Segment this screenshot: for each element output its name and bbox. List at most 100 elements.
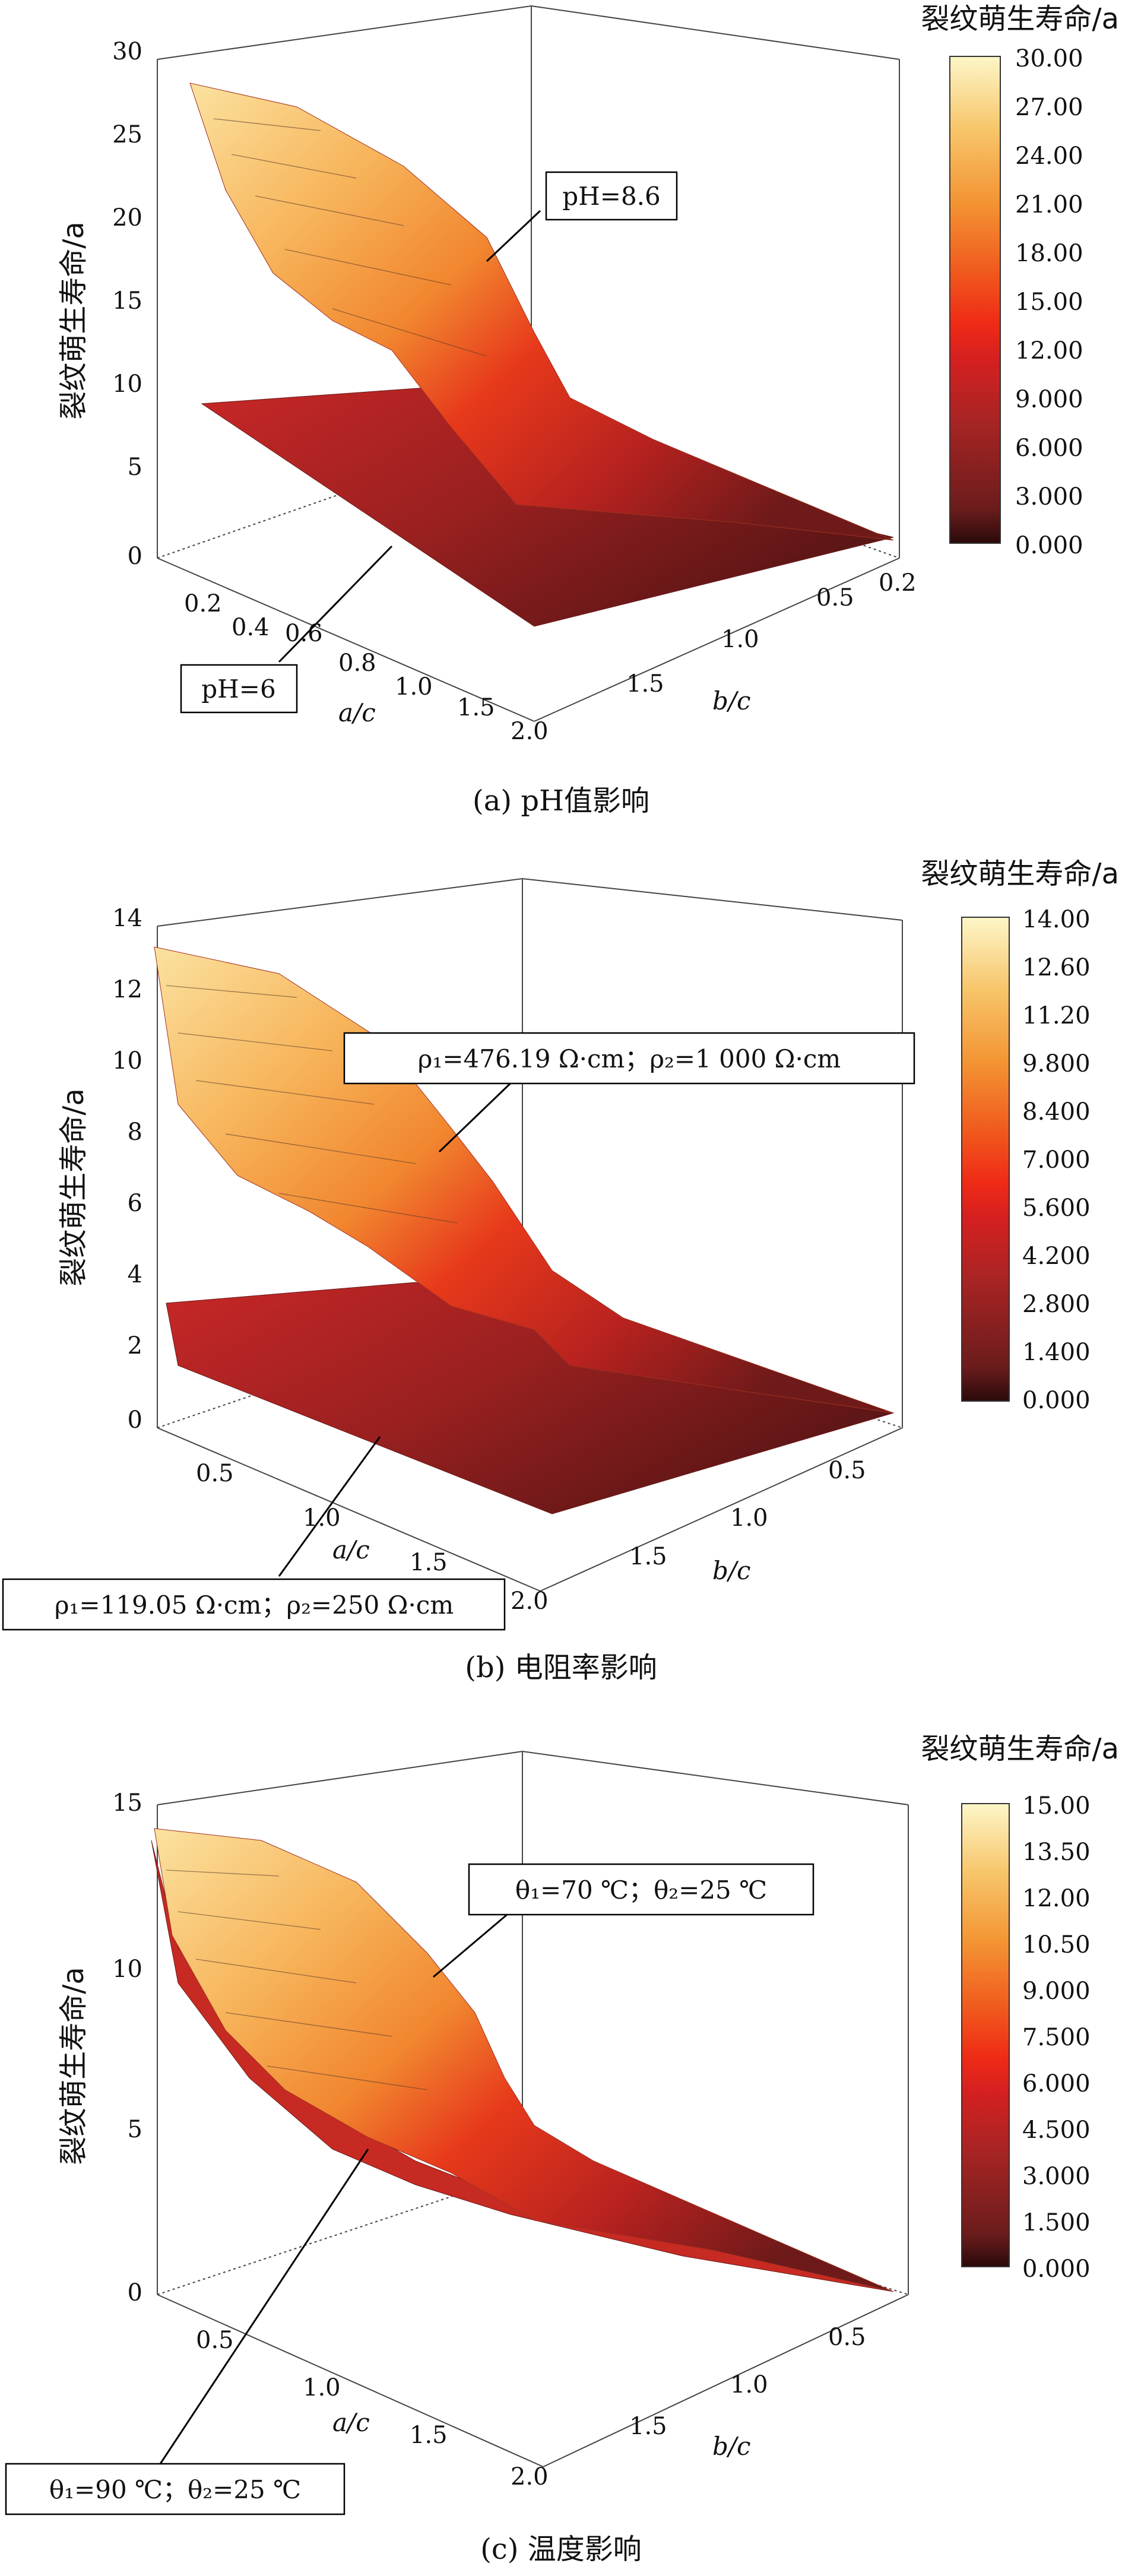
bc-tick: 1.0 xyxy=(721,626,759,653)
colorbar-tick: 3.000 xyxy=(1022,2163,1091,2190)
colorbar-tick: 2.800 xyxy=(1022,1291,1091,1318)
z-tick: 14 xyxy=(112,905,142,932)
z-tick: 15 xyxy=(112,287,142,315)
panel-caption: (a) pH值影响 xyxy=(473,784,649,818)
colorbar-tick: 9.000 xyxy=(1022,1978,1091,2005)
bc-ticks: 0.2 0.5 1.0 1.5 xyxy=(626,569,917,698)
ac-axis-label: a/c xyxy=(332,1535,370,1564)
colorbar-title: 裂纹萌生寿命/a xyxy=(921,857,1119,891)
colorbar xyxy=(961,1803,1010,2267)
colorbar-tick: 9.000 xyxy=(1015,386,1083,413)
annotation-box xyxy=(343,1032,915,1085)
ac-tick: 0.5 xyxy=(196,1460,234,1487)
colorbar-tick: 1.500 xyxy=(1022,2209,1091,2236)
bc-ticks: 0.5 1.0 1.5 xyxy=(629,1457,866,1570)
colorbar-tick: 30.00 xyxy=(1015,45,1083,72)
bc-tick: 1.0 xyxy=(730,2371,768,2398)
colorbar-tick: 14.00 xyxy=(1022,906,1091,933)
colorbar-tick: 10.50 xyxy=(1022,1931,1091,1959)
z-tick: 10 xyxy=(112,1047,142,1075)
colorbar-tick: 12.00 xyxy=(1022,1885,1091,1912)
colorbar-tick: 3.000 xyxy=(1015,483,1083,511)
ac-axis-label: a/c xyxy=(332,2408,370,2437)
annotation-lower: ρ₁=119.05 Ω·cm；ρ₂=250 Ω·cm xyxy=(55,1590,454,1620)
surface-upper xyxy=(154,946,894,1414)
colorbar-tick: 0.000 xyxy=(1022,2255,1091,2283)
colorbar-tick: 18.00 xyxy=(1015,240,1083,267)
annotation-leader xyxy=(433,1910,511,1978)
z-ticks: 30 25 20 15 10 5 0 xyxy=(112,38,142,570)
z-tick: 5 xyxy=(128,454,142,481)
colorbar-ticks: 14.00 12.60 11.20 9.800 8.400 7.000 5.60… xyxy=(1022,906,1091,1414)
annotation-lower: pH=6 xyxy=(201,674,275,704)
ac-tick: 2.0 xyxy=(511,2463,549,2491)
colorbar-tick: 12.60 xyxy=(1022,954,1091,981)
bc-axis-label: b/c xyxy=(712,1556,751,1585)
ac-tick: 1.0 xyxy=(395,673,433,701)
annotation-leader xyxy=(159,2149,369,2464)
ac-tick: 1.5 xyxy=(410,2422,448,2449)
contour-lines xyxy=(213,118,487,357)
colorbar-ticks: 30.00 27.00 24.00 21.00 18.00 15.00 12.0… xyxy=(1015,45,1083,559)
colorbar-tick: 15.00 xyxy=(1022,1792,1091,1820)
bc-tick: 1.5 xyxy=(629,2413,667,2440)
bc-tick: 0.5 xyxy=(828,1457,866,1484)
ac-ticks: 0.5 1.0 1.5 2.0 xyxy=(196,1460,549,1615)
panel-caption: (b) 电阻率影响 xyxy=(465,1651,657,1684)
bc-tick: 1.5 xyxy=(626,670,664,698)
z-tick: 5 xyxy=(128,2116,142,2143)
z-tick: 30 xyxy=(112,38,142,65)
z-tick: 6 xyxy=(128,1190,142,1217)
panel-caption: (c) 温度影响 xyxy=(480,2533,642,2566)
colorbar-tick: 6.000 xyxy=(1015,435,1083,462)
annotation-upper: pH=8.6 xyxy=(562,182,661,211)
z-tick: 10 xyxy=(112,1956,142,1983)
colorbar-tick: 12.00 xyxy=(1015,337,1083,365)
colorbar xyxy=(961,917,1010,1402)
z-tick: 25 xyxy=(112,121,142,148)
ac-ticks: 0.5 1.0 1.5 2.0 xyxy=(196,2327,549,2491)
panel-a-chart: 30 25 20 15 10 5 0 裂纹萌生寿命/a 0.2 0.4 0.6 … xyxy=(57,2,1119,818)
annotation-box xyxy=(468,1863,814,1916)
panel-a: 30 25 20 15 10 5 0 裂纹萌生寿命/a 0.2 0.4 0.6 … xyxy=(0,0,1122,843)
z-tick: 0 xyxy=(128,2279,142,2306)
ac-tick: 0.4 xyxy=(232,614,270,641)
surface-upper xyxy=(189,83,894,541)
panel-b: 14 12 10 8 6 4 2 0 裂纹萌生寿命/a 0.5 1.0 1.5 … xyxy=(0,843,1122,1698)
annotation-upper: θ₁=70 ℃；θ₂=25 ℃ xyxy=(515,1875,767,1905)
z-tick: 12 xyxy=(112,976,142,1003)
ac-axis-label: a/c xyxy=(338,698,376,727)
bc-tick: 1.5 xyxy=(629,1543,667,1570)
panel-b-chart: 14 12 10 8 6 4 2 0 裂纹萌生寿命/a 0.5 1.0 1.5 … xyxy=(2,857,1119,1684)
ac-tick: 1.0 xyxy=(303,2374,341,2401)
ac-tick: 0.5 xyxy=(196,2327,234,2354)
z-ticks: 15 10 5 0 xyxy=(112,1789,142,2306)
colorbar-tick: 5.600 xyxy=(1022,1194,1091,1222)
annotation-leader xyxy=(486,210,541,262)
annotation-leader xyxy=(278,1436,381,1577)
ac-tick: 1.5 xyxy=(410,1549,448,1576)
annotation-box xyxy=(2,1578,506,1631)
z-tick: 4 xyxy=(128,1261,142,1288)
ac-tick: 2.0 xyxy=(511,718,549,745)
z-tick: 2 xyxy=(128,1332,142,1360)
annotation-box xyxy=(180,664,298,714)
colorbar-title: 裂纹萌生寿命/a xyxy=(921,2,1119,36)
bc-tick: 0.5 xyxy=(828,2324,866,2351)
colorbar-tick: 24.00 xyxy=(1015,142,1083,170)
z-tick: 0 xyxy=(128,543,142,570)
bc-tick: 0.2 xyxy=(879,569,917,597)
colorbar-title: 裂纹萌生寿命/a xyxy=(921,1732,1119,1766)
colorbar-tick: 21.00 xyxy=(1015,191,1083,218)
z-tick: 8 xyxy=(128,1119,142,1146)
colorbar-tick: 9.800 xyxy=(1022,1050,1091,1078)
ac-tick: 0.8 xyxy=(338,649,376,677)
annotation-upper: ρ₁=476.19 Ω·cm；ρ₂=1 000 Ω·cm xyxy=(418,1044,841,1073)
z-ticks: 14 12 10 8 6 4 2 0 xyxy=(112,905,142,1434)
colorbar-tick: 6.000 xyxy=(1022,2070,1091,2097)
bc-axis-label: b/c xyxy=(712,686,751,715)
colorbar-tick: 15.00 xyxy=(1015,289,1083,316)
z-axis-label: 裂纹萌生寿命/a xyxy=(57,221,90,420)
annotation-leader xyxy=(278,545,393,663)
colorbar-tick: 1.400 xyxy=(1022,1339,1091,1366)
